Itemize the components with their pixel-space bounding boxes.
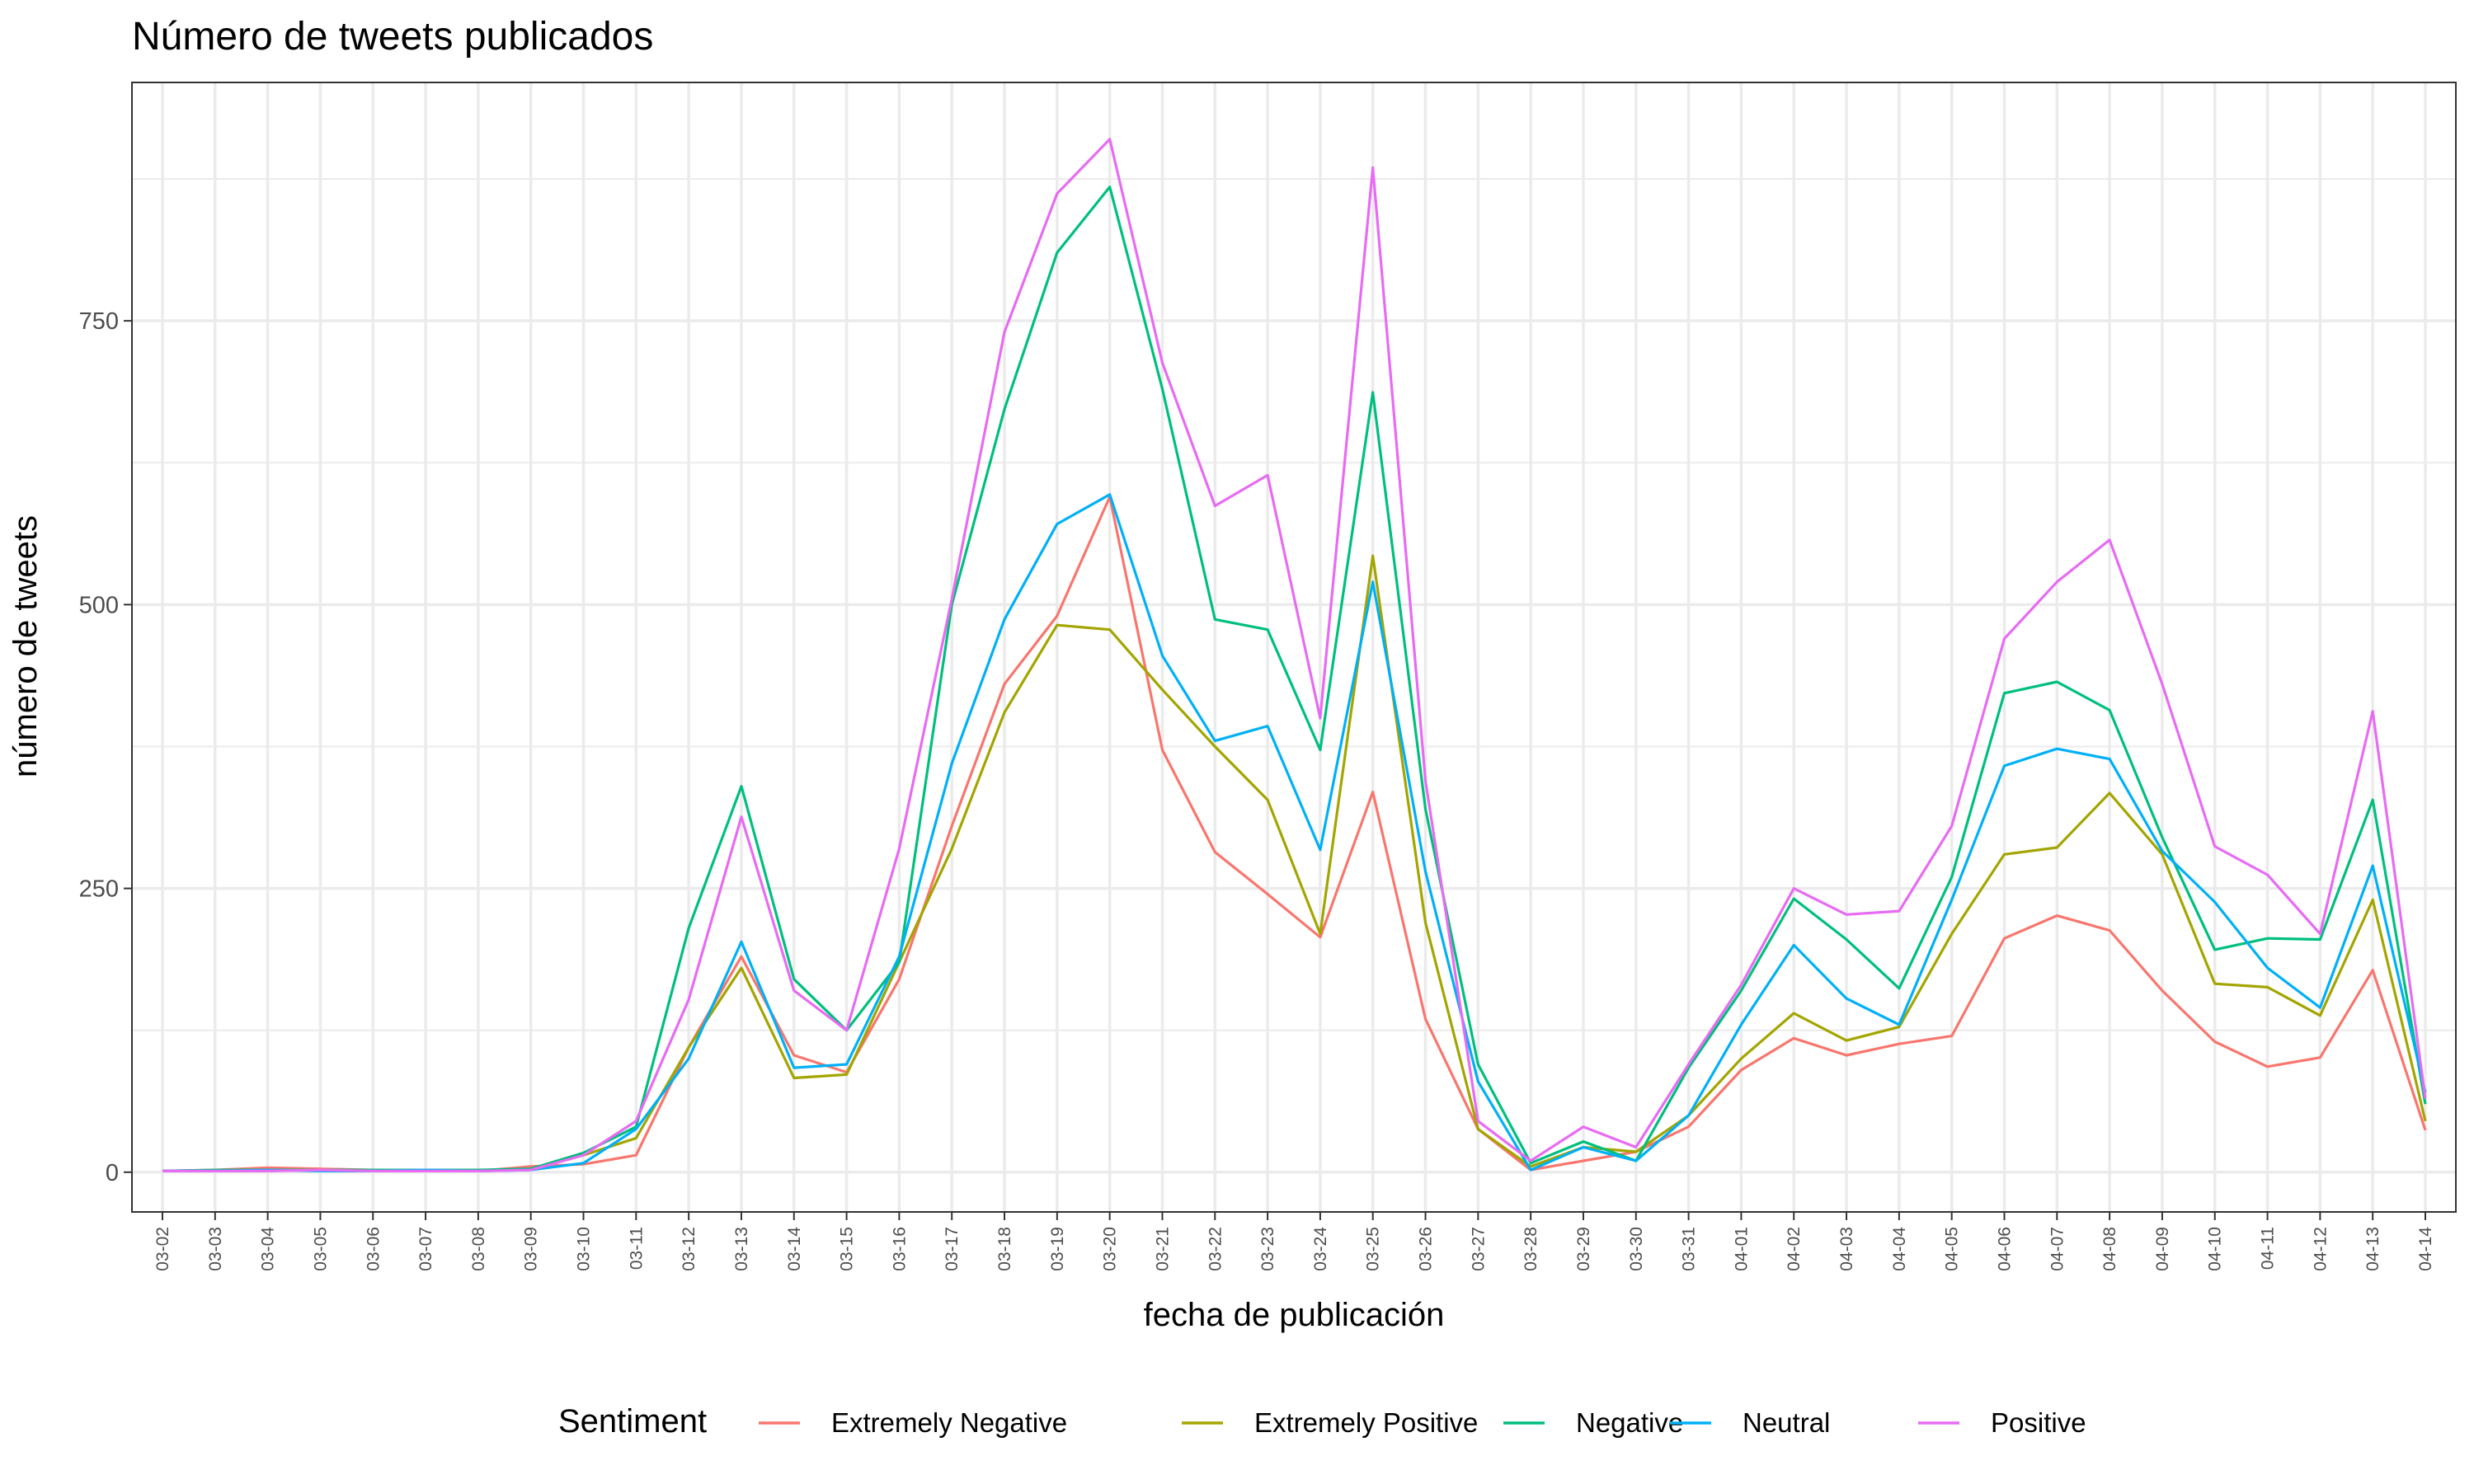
chart-title: Número de tweets publicados [132, 15, 653, 59]
x-tick-label: 03-07 [416, 1227, 435, 1271]
y-tick-label: 250 [79, 876, 119, 903]
x-tick-label: 03-26 [1417, 1227, 1436, 1271]
series-lines [162, 138, 2427, 1173]
x-tick-label: 03-21 [1153, 1227, 1172, 1271]
x-tick-label: 04-01 [1732, 1227, 1751, 1271]
y-axis-title: número de tweets [7, 515, 44, 777]
x-tick-label: 03-12 [680, 1227, 698, 1271]
x-tick-label: 03-09 [522, 1227, 541, 1271]
x-tick-label: 03-22 [1206, 1227, 1225, 1271]
x-tick-label: 04-12 [2311, 1227, 2330, 1271]
legend: Sentiment Extremely Negative Extremely Po… [558, 1403, 2086, 1439]
x-tick-label: 03-27 [1469, 1227, 1488, 1271]
x-tick-label: 04-05 [1943, 1227, 1962, 1271]
x-tick-label: 03-25 [1364, 1227, 1383, 1271]
x-axis: 03-02 03-03 03-04 03-05 03-06 03-07 03-08 03-09… [153, 1212, 2435, 1271]
x-tick-label: 04-08 [2100, 1227, 2119, 1271]
series-line-positive [162, 138, 2427, 1173]
x-tick-label: 03-13 [732, 1227, 751, 1271]
x-tick-label: 03-08 [469, 1227, 488, 1271]
x-tick-label: 04-13 [2363, 1227, 2382, 1271]
y-tick-label: 750 [79, 308, 119, 335]
x-tick-label: 03-20 [1101, 1227, 1120, 1271]
x-tick-label: 04-11 [2259, 1227, 2278, 1270]
legend-label-extremely-positive: Extremely Positive [1254, 1407, 1478, 1438]
x-tick-label: 04-14 [2416, 1227, 2435, 1271]
x-tick-label: 04-06 [1995, 1227, 2014, 1271]
x-tick-label: 03-02 [153, 1227, 172, 1271]
legend-title: Sentiment [558, 1403, 707, 1439]
legend-label-neutral: Neutral [1743, 1407, 1830, 1438]
x-tick-label: 03-31 [1680, 1227, 1699, 1271]
x-tick-label: 03-30 [1627, 1227, 1646, 1271]
x-tick-label: 03-11 [627, 1227, 646, 1270]
x-tick-label: 04-04 [1890, 1227, 1909, 1271]
x-tick-label: 03-24 [1311, 1227, 1330, 1271]
x-tick-label: 03-06 [364, 1227, 383, 1271]
x-tick-label: 03-28 [1522, 1227, 1540, 1271]
x-tick-label: 03-18 [995, 1227, 1014, 1271]
x-tick-label: 03-19 [1048, 1227, 1067, 1271]
x-tick-label: 03-15 [838, 1227, 857, 1271]
x-tick-label: 03-14 [785, 1227, 804, 1271]
legend-label-negative: Negative [1576, 1407, 1683, 1438]
y-tick-label: 500 [79, 592, 119, 618]
x-tick-label: 04-10 [2206, 1227, 2225, 1271]
x-tick-label: 03-03 [206, 1227, 225, 1271]
x-axis-title: fecha de publicación [1144, 1297, 1445, 1333]
x-tick-label: 04-02 [1785, 1227, 1804, 1271]
legend-label-positive: Positive [1991, 1407, 2086, 1438]
x-tick-label: 03-10 [575, 1227, 594, 1271]
x-tick-label: 04-07 [2048, 1227, 2067, 1271]
x-tick-label: 03-29 [1574, 1227, 1593, 1271]
x-tick-label: 04-03 [1837, 1227, 1856, 1271]
plot-border [131, 82, 2457, 1213]
x-tick-label: 03-04 [259, 1227, 278, 1271]
x-tick-label: 04-09 [2153, 1227, 2172, 1271]
x-tick-label: 03-17 [943, 1227, 962, 1271]
x-tick-label: 03-23 [1258, 1227, 1277, 1271]
x-tick-label: 03-16 [890, 1227, 909, 1271]
x-tick-label: 03-05 [311, 1227, 330, 1271]
legend-label-extremely-negative: Extremely Negative [831, 1407, 1067, 1438]
y-axis: 0 250 500 750 [79, 308, 132, 1186]
y-tick-label: 0 [106, 1160, 119, 1186]
plot-panel [132, 82, 2456, 1212]
